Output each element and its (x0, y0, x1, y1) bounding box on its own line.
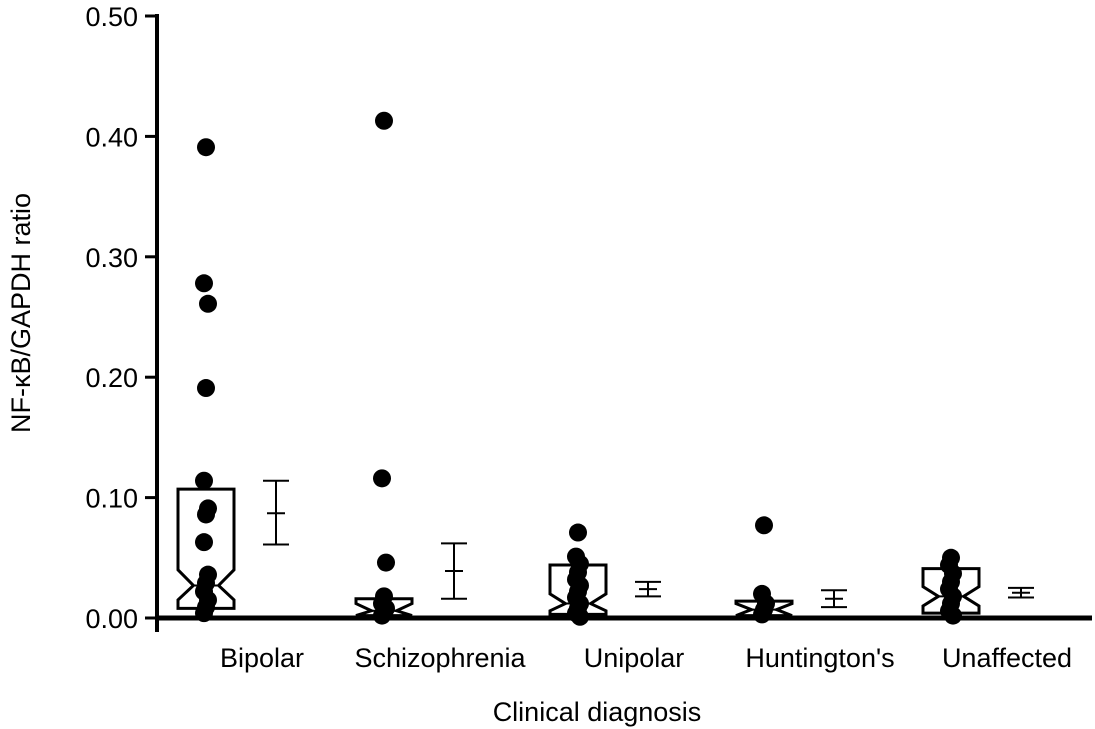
x-category-label: Schizophrenia (354, 643, 526, 673)
y-tick-label: 0.00 (85, 604, 138, 634)
data-point (197, 379, 215, 398)
x-category-label: Huntington's (745, 643, 894, 673)
data-point (195, 274, 213, 293)
data-point (197, 138, 215, 157)
y-tick-label: 0.50 (85, 2, 138, 32)
y-tick-label: 0.30 (85, 243, 138, 273)
x-category-label: Bipolar (220, 643, 304, 673)
data-point (197, 505, 215, 524)
x-axis-title: Clinical diagnosis (493, 697, 702, 727)
data-point (375, 111, 393, 130)
y-tick-label: 0.20 (85, 363, 138, 393)
data-point (569, 523, 587, 542)
x-category-label: Unaffected (942, 643, 1072, 673)
y-tick-label: 0.10 (85, 484, 138, 514)
data-point (377, 553, 395, 572)
data-point (755, 516, 773, 535)
data-point (373, 469, 391, 488)
x-category-label: Unipolar (584, 643, 685, 673)
data-point (195, 533, 213, 552)
data-point (753, 605, 771, 624)
y-axis-title: NF-κB/GAPDH ratio (6, 193, 36, 433)
data-point (199, 294, 217, 313)
y-tick-label: 0.40 (85, 122, 138, 152)
data-point (195, 471, 213, 490)
